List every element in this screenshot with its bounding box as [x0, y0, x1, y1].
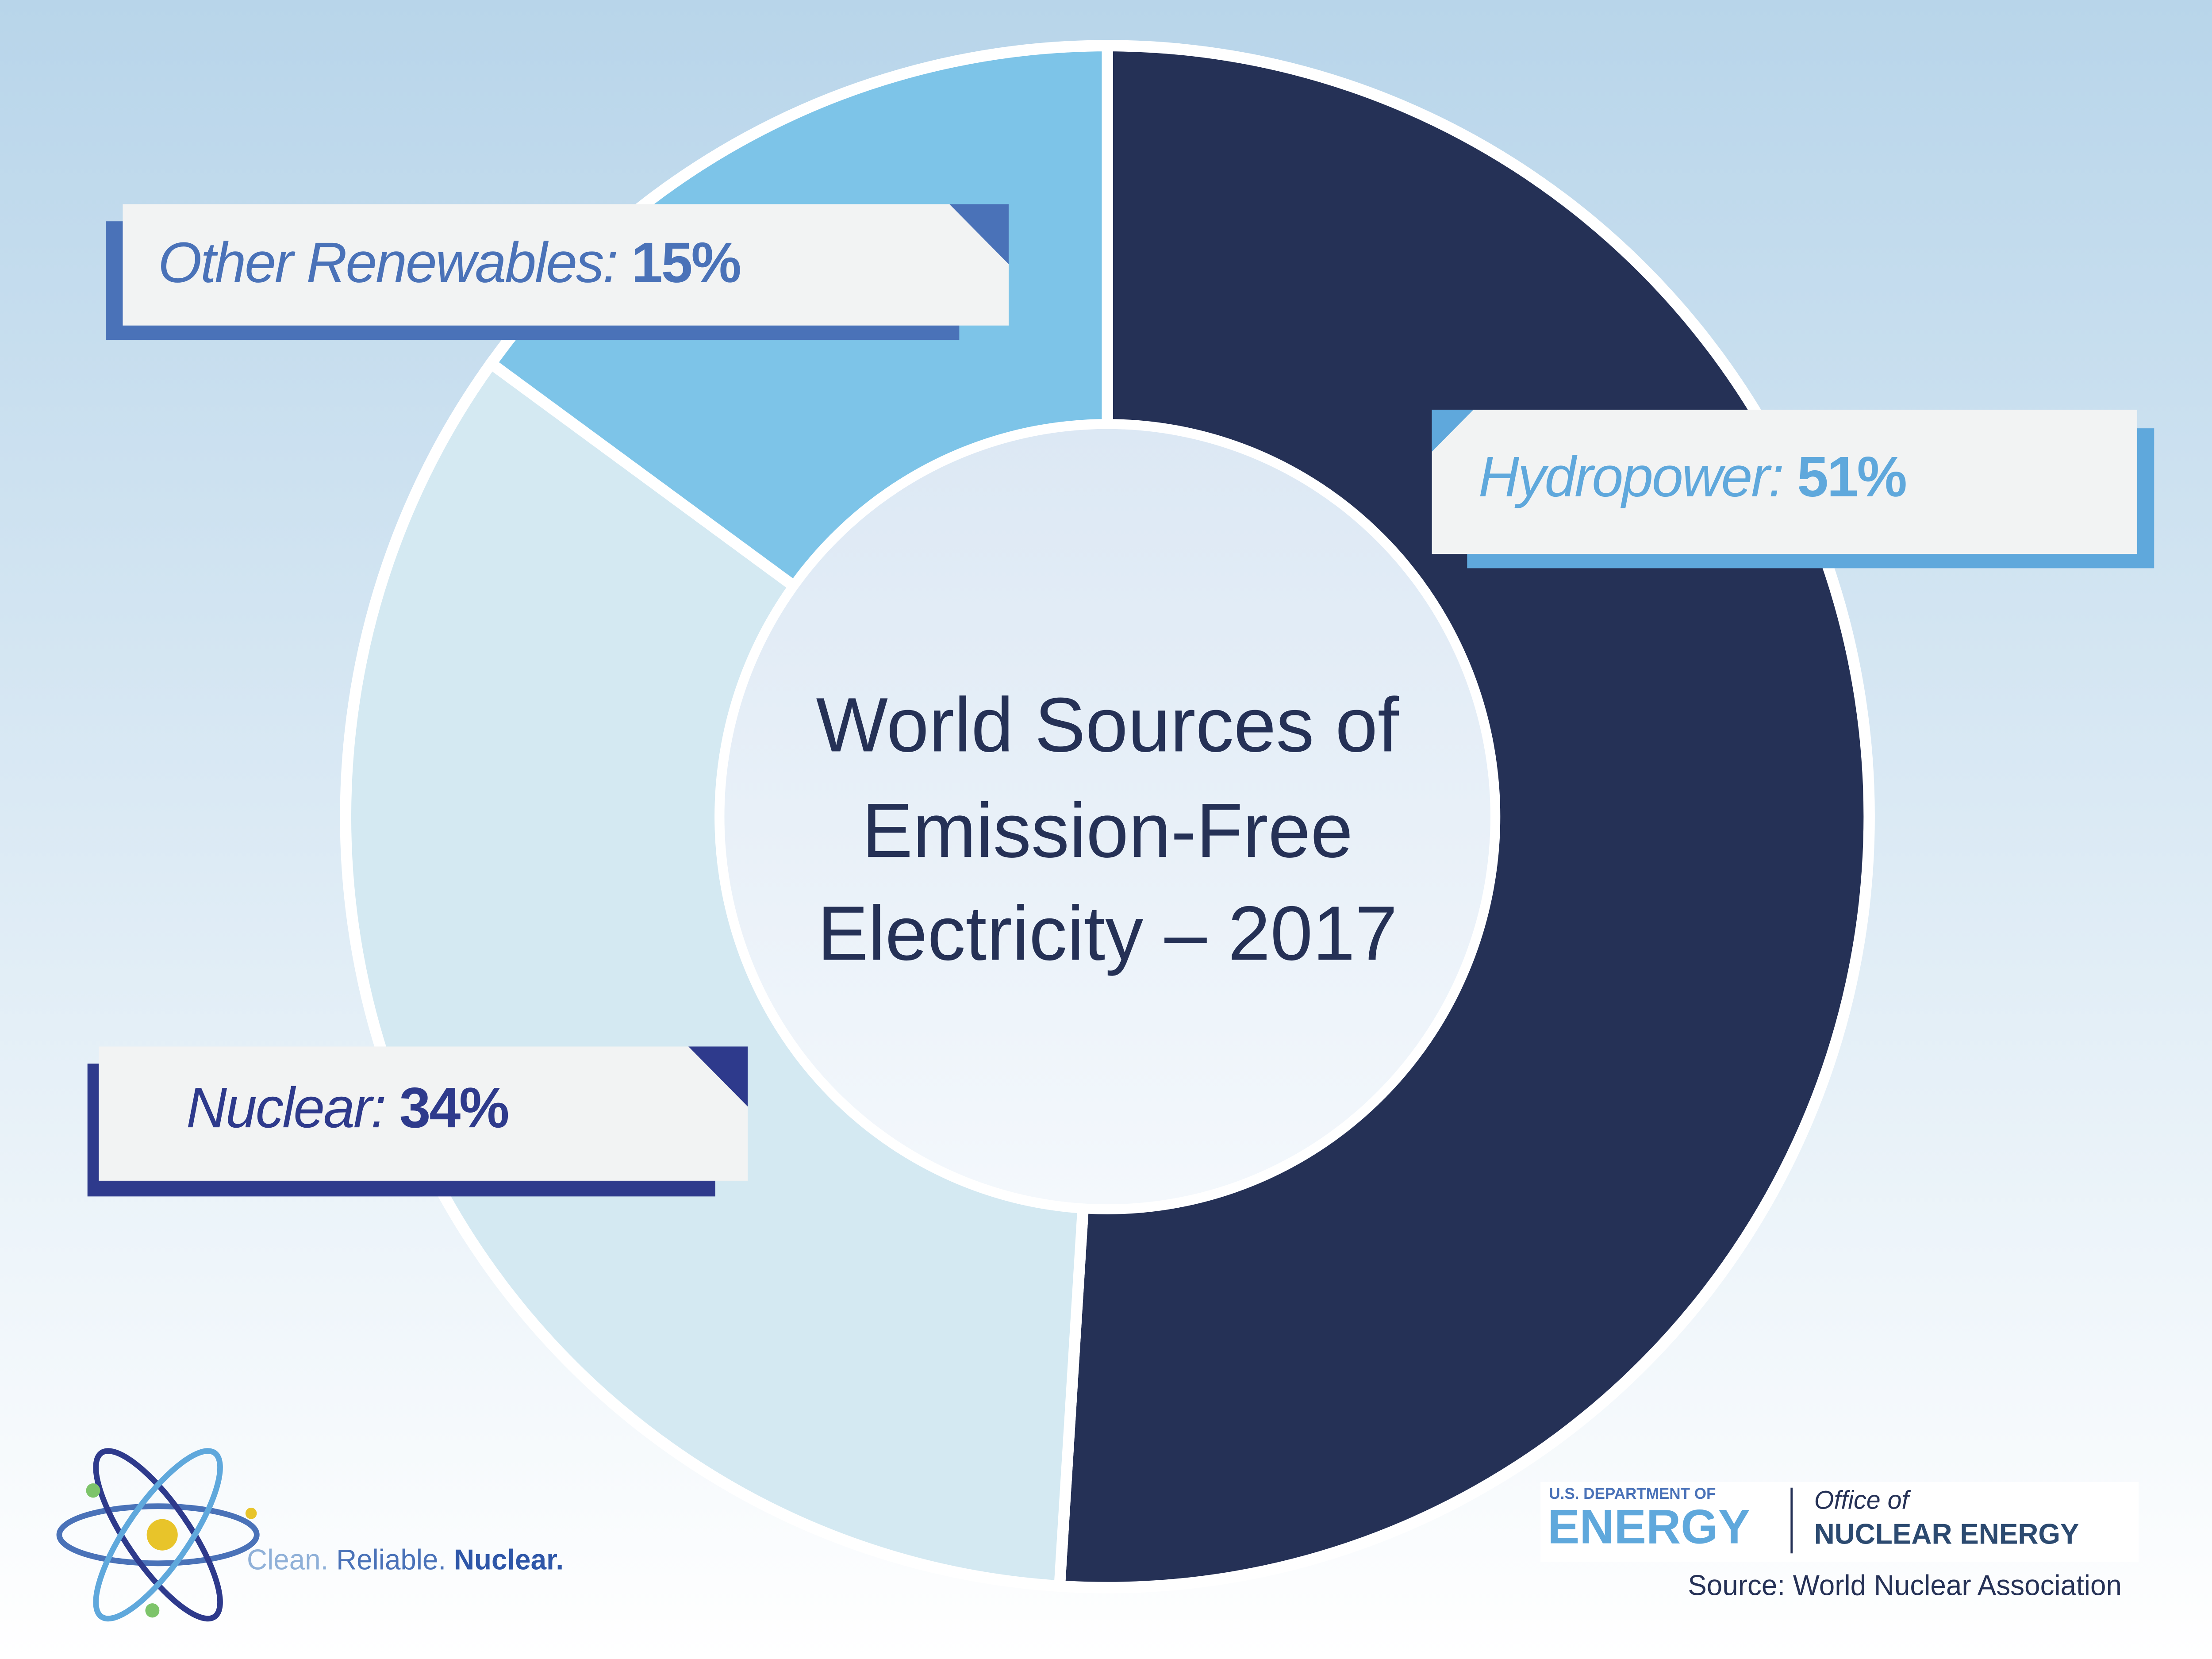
- tagline-part: Reliable.: [336, 1544, 446, 1575]
- slice-label: Nuclear: 34%: [186, 1076, 508, 1140]
- slice-label: Other Renewables: 15%: [158, 231, 740, 295]
- label-box: [1432, 410, 2137, 554]
- orbit: [93, 1448, 223, 1622]
- slice-name: Nuclear:: [186, 1076, 385, 1140]
- slice-label: Hydropower: 51%: [1479, 445, 1906, 509]
- office-line2: NUCLEAR ENERGY: [1814, 1518, 2079, 1550]
- donut-hole: [714, 419, 1501, 1214]
- doe-logo-box: [1540, 1482, 2139, 1562]
- nucleus: [146, 1519, 178, 1551]
- label-corner: [949, 204, 1009, 265]
- tagline-part: Clean.: [247, 1544, 328, 1575]
- electron: [245, 1507, 257, 1519]
- tagline: Clean. Reliable. Nuclear.: [247, 1544, 564, 1575]
- slice-value: 15%: [631, 231, 740, 295]
- orbit: [93, 1448, 223, 1622]
- doe-line2: ENERGY: [1548, 1500, 1750, 1554]
- title-line: Electricity – 2017: [818, 890, 1398, 976]
- title-line: World Sources of: [816, 681, 1399, 768]
- electron: [86, 1483, 100, 1498]
- label-box: [99, 1046, 748, 1181]
- slice-value: 51%: [1797, 445, 1906, 509]
- tagline-part: Nuclear.: [454, 1544, 564, 1575]
- orbit: [56, 1503, 260, 1567]
- slice-name: Hydropower:: [1479, 445, 1783, 509]
- labels: Hydropower: 51% Nuclear: 34% Other Renewab…: [87, 204, 2154, 1197]
- source: Source: World Nuclear Association: [1688, 1569, 2122, 1601]
- atom-logo: [56, 1448, 260, 1622]
- office-line1: Office of: [1814, 1486, 1912, 1514]
- label-corner: [1432, 410, 1474, 452]
- electron: [145, 1603, 160, 1618]
- slice-value: 34%: [399, 1076, 508, 1140]
- title-line: Emission-Free: [862, 787, 1353, 873]
- doe-line1: U.S. DEPARTMENT OF: [1549, 1485, 1716, 1502]
- slice-name: Other Renewables:: [158, 231, 617, 295]
- label-box: [123, 204, 1009, 326]
